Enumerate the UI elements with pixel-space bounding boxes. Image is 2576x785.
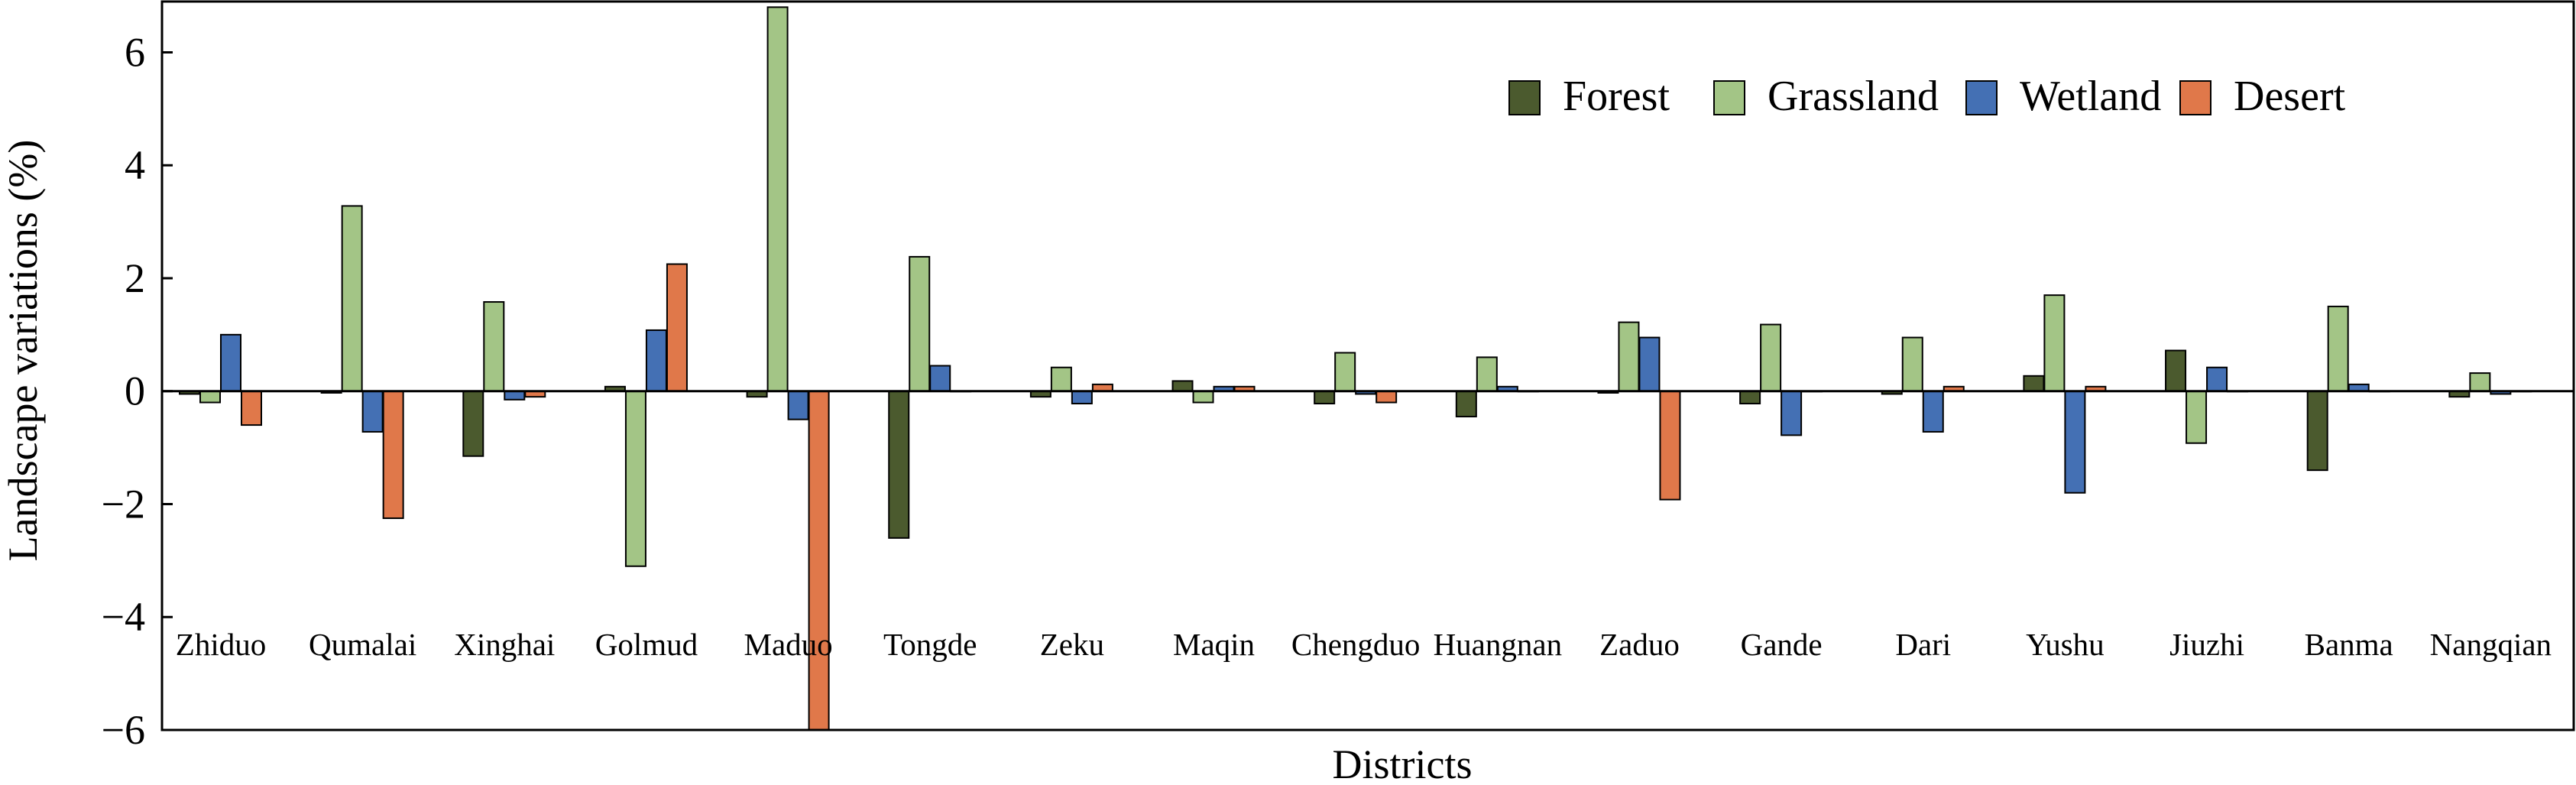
- bar-wetland-zaduo: [1638, 336, 1661, 392]
- bar-wetland-yushu: [2064, 390, 2086, 494]
- bar-desert-chengduo: [1375, 390, 1398, 404]
- bar-forest-chengduo: [1314, 390, 1336, 404]
- bar-wetland-xinghai: [504, 390, 526, 401]
- bar-grassland-nangqian: [2469, 372, 2491, 392]
- bar-grassland-gande: [1760, 323, 1782, 392]
- bar-desert-qumalai: [382, 390, 404, 519]
- y-axis-ticks: 6 4 2 0 −2 −4 −6: [102, 29, 173, 753]
- category-label: Yushu: [2026, 627, 2105, 662]
- bar-wetland-gande: [1781, 390, 1803, 436]
- bar-wetland-golmud: [645, 329, 667, 392]
- bar-grassland-zeku: [1050, 366, 1072, 392]
- category-label: Jiuzhi: [2169, 627, 2244, 662]
- bar-grassland-tongde: [909, 255, 931, 392]
- bar-wetland-dari: [1922, 390, 1944, 433]
- category-label: Chengduo: [1291, 627, 1421, 662]
- category-label: Huangnan: [1434, 627, 1563, 662]
- bar-forest-gande: [1739, 390, 1761, 404]
- bar-desert-golmud: [666, 263, 688, 392]
- bar-grassland-maduo: [766, 6, 789, 392]
- category-label: Qumalai: [309, 627, 416, 662]
- bar-grassland-golmud: [624, 390, 646, 567]
- category-label: Dari: [1895, 627, 1951, 662]
- bar-grassland-zhiduo: [199, 390, 221, 404]
- category-label: Zeku: [1040, 627, 1104, 662]
- legend-swatch-grassland: [1713, 80, 1745, 115]
- category-label: Zhiduo: [176, 627, 266, 662]
- category-label: Nangqian: [2430, 627, 2552, 662]
- category-label: Tongde: [883, 627, 977, 662]
- bar-wetland-tongde: [929, 365, 951, 392]
- y-tick-label: −2: [102, 481, 145, 527]
- bar-forest-xinghai: [462, 390, 484, 457]
- bar-desert-zhiduo: [241, 390, 262, 427]
- bar-grassland-chengduo: [1334, 352, 1356, 392]
- bar-forest-tongde: [888, 390, 910, 539]
- bar-forest-jiuzhi: [2165, 349, 2187, 392]
- legend-label-desert: Desert: [2234, 73, 2346, 120]
- bar-wetland-jiuzhi: [2206, 366, 2228, 392]
- legend-swatch-desert: [2179, 80, 2211, 115]
- bar-grassland-qumalai: [341, 205, 363, 392]
- bar-grassland-maqin: [1192, 390, 1214, 404]
- bar-forest-maqin: [1171, 380, 1194, 392]
- category-label: Xinghai: [454, 627, 555, 662]
- bar-grassland-xinghai: [483, 301, 505, 392]
- bar-wetland-zeku: [1071, 390, 1093, 404]
- legend-label-forest: Forest: [1563, 73, 1670, 120]
- y-axis-title: Landscape variations (%): [0, 140, 46, 562]
- category-label: Maqin: [1173, 627, 1255, 662]
- bar-wetland-maduo: [787, 390, 809, 420]
- bar-forest-yushu: [2023, 375, 2045, 392]
- y-tick-label: 2: [125, 255, 145, 301]
- bar-forest-banma: [2306, 390, 2328, 472]
- y-tick-label: −6: [102, 707, 145, 753]
- y-tick-label: 4: [125, 142, 145, 188]
- category-label: Golmud: [595, 627, 698, 662]
- bar-grassland-zaduo: [1618, 321, 1640, 392]
- category-label: Zaduo: [1599, 627, 1680, 662]
- category-labels: Zhiduo Qumalai Xinghai Golmud Maduo Tongde Zek…: [176, 627, 2552, 662]
- bar-wetland-qumalai: [361, 390, 384, 433]
- bar-desert-maduo: [808, 390, 830, 731]
- plot-frame: [160, 0, 2575, 731]
- legend: Forest Grassland Wetland Desert: [1508, 73, 2346, 120]
- bar-grassland-dari: [1901, 336, 1923, 392]
- bar-forest-huangnan: [1455, 390, 1477, 417]
- legend-swatch-wetland: [1965, 80, 1998, 115]
- bar-grassland-huangnan: [1476, 356, 1498, 392]
- x-axis-title: Districts: [1333, 741, 1473, 785]
- bar-grassland-yushu: [2043, 294, 2066, 392]
- y-tick-label: −4: [102, 594, 145, 640]
- category-label: Banma: [2305, 627, 2393, 662]
- category-label: Maduo: [744, 627, 833, 662]
- y-tick-label: 6: [125, 29, 145, 75]
- bar-grassland-jiuzhi: [2186, 390, 2208, 444]
- legend-swatch-forest: [1508, 80, 1541, 115]
- legend-label-wetland: Wetland: [2020, 73, 2161, 120]
- bar-wetland-zhiduo: [220, 333, 241, 392]
- legend-label-grassland: Grassland: [1768, 73, 1939, 120]
- y-tick-label: 0: [125, 368, 145, 414]
- bar-desert-zaduo: [1659, 390, 1681, 501]
- bar-grassland-banma: [2327, 305, 2349, 392]
- bars-layer: [179, 6, 2532, 731]
- category-label: Gande: [1741, 627, 1823, 662]
